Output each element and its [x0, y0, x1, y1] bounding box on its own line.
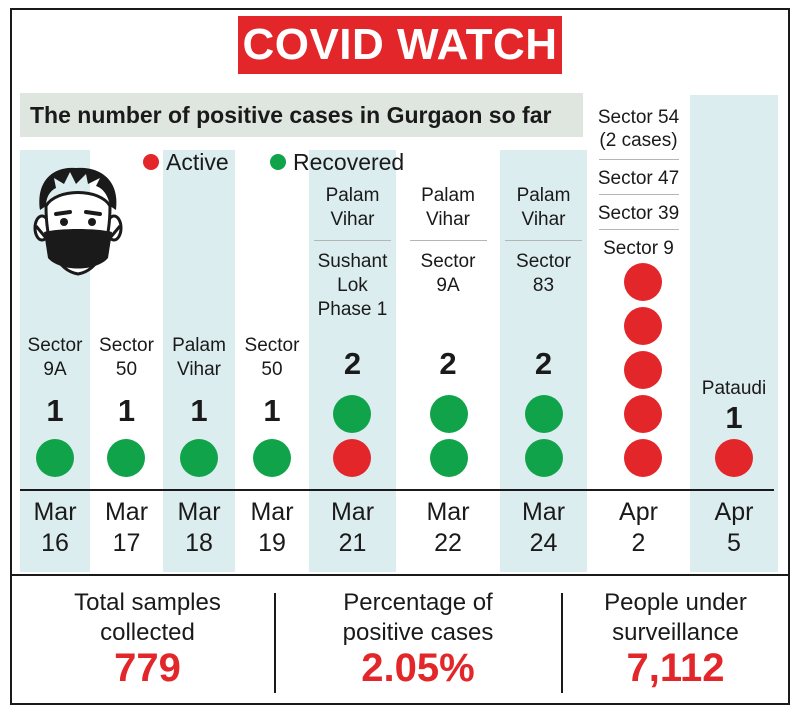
date-month: Mar: [426, 498, 470, 526]
date-axis-line: [20, 489, 774, 491]
stat-label: Total samples collected: [74, 589, 221, 646]
date-month: Mar: [104, 498, 149, 526]
date-day: 5: [727, 529, 741, 557]
area-label-apr2-3: Sector 39: [597, 203, 680, 224]
area-label-mar24-1: Palam Vihar: [516, 185, 571, 230]
date-mar22: Mar 22: [396, 497, 500, 559]
date-month: Mar: [330, 498, 375, 526]
count-apr5: 1: [725, 400, 743, 435]
recovered-dot: [253, 439, 291, 477]
recovered-dot: [333, 395, 371, 433]
column-band-mar24: [500, 150, 587, 572]
active-dot: [624, 307, 662, 345]
stat-positive-percentage: Percentage of positive cases 2.05%: [276, 588, 560, 688]
count-mar24: 2: [534, 346, 553, 381]
active-dot: [333, 439, 371, 477]
count-mar17: 1: [117, 393, 136, 428]
stat-total-samples: Total samples collected 779: [20, 588, 275, 688]
stat-value: 779: [114, 646, 181, 690]
recovered-dot: [525, 439, 563, 477]
area-label-apr2-1: Sector 54 (2 cases): [597, 107, 680, 151]
area-label-mar22-1: Palam Vihar: [421, 185, 475, 230]
area-label-apr5: Pataudi: [701, 378, 767, 399]
date-month: Mar: [177, 498, 221, 526]
date-apr2: Apr 2: [587, 497, 690, 559]
date-mar16: Mar 16: [20, 497, 90, 559]
stat-value: 7,112: [626, 646, 725, 690]
active-dot: [624, 351, 662, 389]
legend-active-dot: [143, 153, 159, 170]
column-band-mar18: [163, 150, 235, 572]
chart-subtitle: The number of positive cases in Gurgaon …: [20, 93, 583, 137]
area-label-mar21-1: Palam Vihar: [325, 185, 380, 230]
legend-recovered-label: Recovered: [293, 149, 405, 175]
column-band-mar21: [309, 150, 396, 572]
legend-active: Active: [143, 148, 229, 176]
recovered-dot: [430, 395, 468, 433]
recovered-dot: [180, 439, 218, 477]
column-band-apr5: [690, 95, 778, 572]
stat-divider: [274, 593, 276, 693]
date-day: 2: [631, 529, 646, 557]
divider: [599, 159, 679, 160]
area-label-mar16: Sector 9A: [27, 335, 83, 380]
area-label-apr2-4: Sector 9: [603, 238, 674, 259]
area-label-mar22-2: Sector 9A: [420, 251, 476, 296]
count-mar21: 2: [343, 346, 362, 381]
recovered-dot: [430, 439, 468, 477]
area-label-mar21-2: Sushant Lok Phase 1: [317, 251, 388, 320]
area-label-apr2-2: Sector 47: [597, 168, 680, 189]
stats-divider-line: [12, 574, 788, 576]
stat-label: People under surveillance: [604, 589, 747, 646]
date-apr5: Apr 5: [690, 497, 778, 559]
divider: [599, 229, 679, 230]
active-dot: [624, 263, 662, 301]
date-day: 17: [112, 529, 141, 557]
stat-value: 2.05%: [361, 646, 475, 690]
date-day: 21: [338, 529, 367, 557]
divider: [410, 240, 487, 241]
area-label-mar19: Sector 50: [244, 335, 300, 380]
date-day: 24: [529, 529, 558, 557]
active-dot: [715, 439, 753, 477]
chart-title: COVID WATCH: [238, 16, 562, 74]
active-dot: [624, 439, 662, 477]
area-label-mar24-2: Sector 83: [516, 251, 571, 296]
divider: [599, 194, 679, 195]
date-mar21: Mar 21: [309, 497, 396, 559]
count-mar19: 1: [263, 393, 281, 428]
date-day: 18: [185, 529, 213, 557]
recovered-dot: [107, 439, 145, 477]
area-label-mar18: Palam Vihar: [172, 335, 226, 380]
divider: [314, 240, 391, 241]
masked-man-icon: [33, 167, 123, 276]
legend-recovered: Recovered: [270, 148, 404, 176]
count-mar22: 2: [439, 346, 457, 381]
date-day: 16: [41, 529, 69, 557]
date-day: 19: [258, 529, 286, 557]
stat-surveillance: People under surveillance 7,112: [563, 588, 788, 688]
recovered-dot: [36, 439, 74, 477]
count-mar16: 1: [46, 393, 64, 428]
date-month: Apr: [714, 498, 754, 526]
date-month: Mar: [33, 498, 77, 526]
date-month: Mar: [250, 498, 294, 526]
legend-active-label: Active: [166, 149, 229, 175]
divider: [505, 240, 582, 241]
area-label-mar17: Sector 50: [99, 335, 154, 380]
date-mar19: Mar 19: [235, 497, 309, 559]
date-month: Mar: [521, 498, 566, 526]
date-mar17: Mar 17: [90, 497, 163, 559]
legend-recovered-dot: [270, 153, 286, 170]
recovered-dot: [525, 395, 563, 433]
active-dot: [624, 395, 662, 433]
stat-divider: [561, 593, 563, 693]
date-day: 22: [434, 529, 462, 557]
count-mar18: 1: [190, 393, 208, 428]
stat-label: Percentage of positive cases: [342, 589, 494, 646]
date-mar24: Mar 24: [500, 497, 587, 559]
date-month: Apr: [619, 498, 658, 526]
date-mar18: Mar 18: [163, 497, 235, 559]
